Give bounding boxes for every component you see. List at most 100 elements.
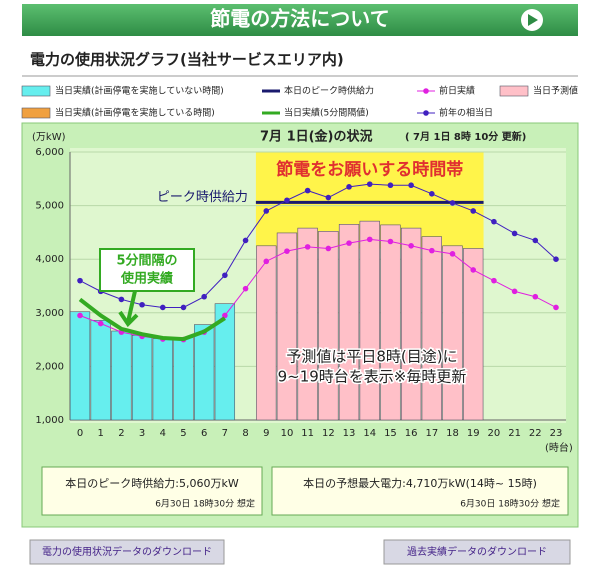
point bbox=[532, 237, 539, 244]
series-line bbox=[78, 297, 226, 342]
point bbox=[180, 304, 187, 311]
bar bbox=[173, 337, 194, 421]
info-box: 本日の予想最大電力:4,710万kW(14時~ 15時) 6月30日 18時30… bbox=[271, 466, 569, 516]
x-tick-label: 23 bbox=[550, 428, 563, 439]
x-tick-label: 7 bbox=[222, 428, 228, 439]
bar bbox=[318, 231, 339, 421]
x-tick-label: 18 bbox=[446, 428, 459, 439]
x-tick-label: 1 bbox=[98, 428, 104, 439]
point bbox=[366, 236, 373, 243]
legend-label: 本日のピーク時供給力 bbox=[284, 85, 374, 97]
point bbox=[387, 238, 394, 245]
point bbox=[304, 244, 311, 250]
x-tick-label: 20 bbox=[488, 428, 501, 439]
x-tick-label: 22 bbox=[529, 428, 542, 439]
y-tick-label: 1,000 bbox=[35, 415, 64, 426]
legend-label: 前年の相当日 bbox=[439, 107, 493, 119]
bar bbox=[276, 232, 298, 421]
x-tick-label: 17 bbox=[425, 428, 438, 439]
y-axis-label: (万kW) bbox=[32, 132, 66, 143]
x-axis-label: (時台) bbox=[545, 441, 573, 454]
x-tick-label: 9 bbox=[263, 428, 269, 439]
point bbox=[491, 218, 497, 225]
point bbox=[77, 277, 83, 284]
bar bbox=[152, 338, 173, 421]
bar bbox=[111, 330, 132, 421]
bar bbox=[214, 303, 236, 421]
info-main: 本日の予想最大電力:4,710万kW(14時~ 15時) bbox=[303, 476, 537, 490]
bar bbox=[338, 224, 360, 421]
info-note: 6月30日 18時30分 想定 bbox=[155, 498, 255, 510]
bar bbox=[69, 311, 91, 421]
point bbox=[429, 247, 435, 254]
x-tick-label: 14 bbox=[363, 428, 376, 439]
info-main: 本日のピーク時供給力:5,060万kW bbox=[65, 476, 239, 490]
legend-swatch bbox=[21, 107, 51, 119]
point bbox=[553, 256, 559, 263]
download-button[interactable]: 過去実績データのダウンロード bbox=[383, 539, 571, 565]
point bbox=[97, 320, 104, 327]
point bbox=[284, 248, 290, 254]
callout-text: 5分間隔の bbox=[116, 253, 177, 269]
download-button[interactable]: 電力の使用状況データのダウンロード bbox=[29, 539, 225, 565]
legend-swatch bbox=[423, 110, 429, 116]
point bbox=[429, 191, 435, 197]
bar bbox=[400, 227, 422, 421]
point bbox=[408, 243, 414, 249]
point bbox=[77, 312, 83, 319]
point bbox=[242, 237, 249, 244]
point bbox=[470, 267, 477, 273]
legend-swatch bbox=[499, 85, 529, 97]
x-tick-label: 4 bbox=[160, 428, 166, 439]
legend-label: 前日実績 bbox=[439, 85, 475, 97]
y-tick-label: 5,000 bbox=[35, 201, 64, 212]
legend-label: 当日予測値 bbox=[533, 85, 578, 97]
point bbox=[449, 251, 456, 257]
x-tick-label: 19 bbox=[467, 428, 480, 439]
x-tick-label: 12 bbox=[322, 428, 335, 439]
forecast-note: 予測値は平日8時(目途)に bbox=[286, 348, 457, 366]
point bbox=[325, 245, 332, 252]
x-tick-label: 8 bbox=[242, 428, 248, 439]
bar bbox=[297, 227, 318, 421]
point bbox=[491, 277, 497, 284]
point bbox=[366, 181, 373, 187]
point bbox=[387, 182, 394, 189]
header-title: 節電の方法について bbox=[210, 7, 389, 31]
band-label: 節電をお願いする時間帯 bbox=[275, 159, 463, 180]
point bbox=[304, 187, 311, 194]
x-tick-label: 3 bbox=[139, 428, 145, 439]
button-label[interactable]: 電力の使用状況データのダウンロード bbox=[42, 545, 212, 558]
header-button[interactable] bbox=[521, 9, 543, 31]
point bbox=[263, 208, 270, 214]
point bbox=[346, 184, 352, 190]
point bbox=[159, 304, 166, 311]
legend-swatch bbox=[21, 85, 51, 97]
x-tick-label: 13 bbox=[343, 428, 356, 439]
point bbox=[284, 197, 290, 204]
point bbox=[449, 200, 456, 206]
info-note: 6月30日 18時30分 想定 bbox=[460, 498, 560, 510]
button-label[interactable]: 過去実績データのダウンロード bbox=[407, 545, 547, 558]
point bbox=[470, 208, 477, 214]
y-tick-label: 3,000 bbox=[35, 308, 64, 319]
bar bbox=[442, 245, 463, 421]
forecast-note: 9~19時台を表示※毎時更新 bbox=[278, 368, 467, 386]
point bbox=[242, 285, 249, 292]
subtitle: 電力の使用状況グラフ(当社サービスエリア内) bbox=[30, 51, 344, 69]
x-tick-label: 10 bbox=[281, 428, 294, 439]
callout-box bbox=[99, 248, 195, 292]
point bbox=[346, 240, 352, 246]
legend-label: 当日実績(計画停電を実施していない時間) bbox=[55, 85, 224, 97]
x-tick-label: 11 bbox=[301, 428, 314, 439]
chart-title: 7月 1日(金)の状況 bbox=[260, 129, 373, 145]
chart-updated: ( 7月 1日 8時 10分 更新) bbox=[405, 130, 526, 143]
legend-label: 当日実績(計画停電を実施している時間) bbox=[55, 107, 215, 119]
callout-arrow bbox=[118, 290, 139, 328]
series-line bbox=[79, 183, 557, 308]
legend-label: 当日実績(5分間隔値) bbox=[284, 107, 369, 119]
point bbox=[511, 230, 518, 237]
x-tick-label: 21 bbox=[508, 428, 521, 439]
callout-text: 使用実績 bbox=[120, 271, 173, 287]
